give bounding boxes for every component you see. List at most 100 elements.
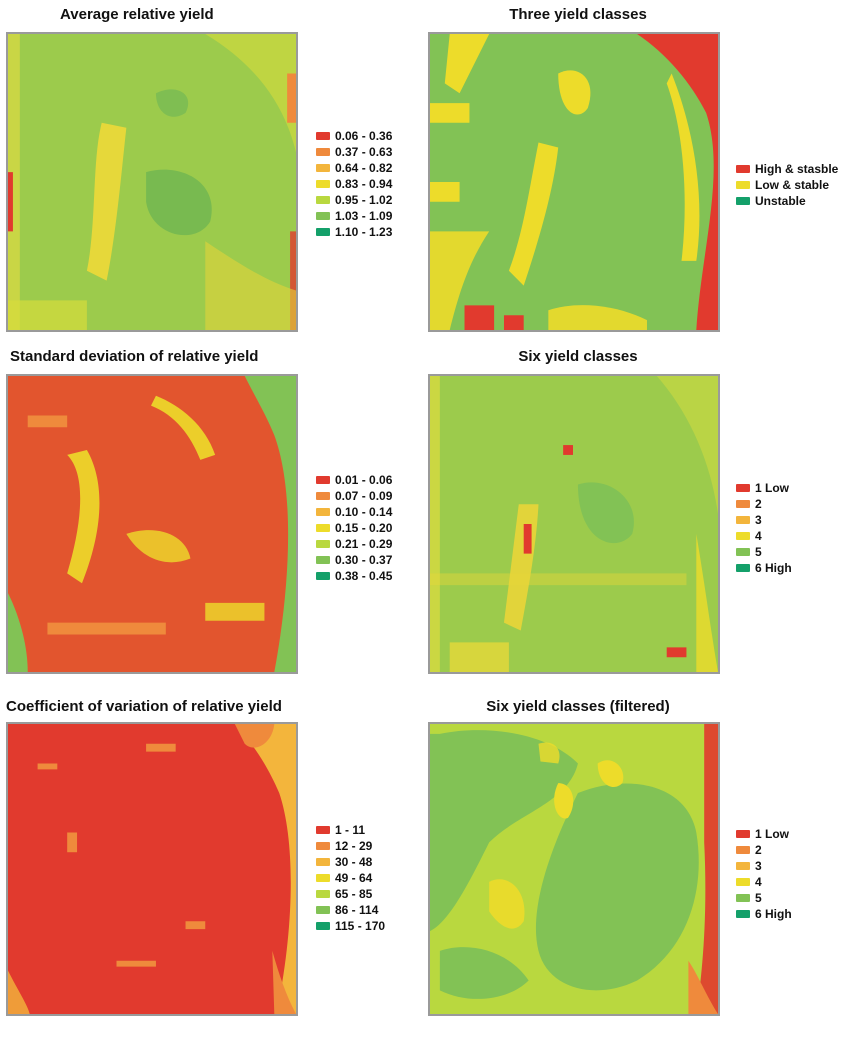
legend-label: 49 - 64: [335, 871, 373, 885]
legend-label: 1 Low: [755, 481, 790, 495]
legend-label: 0.10 - 0.14: [335, 505, 393, 519]
legend-item: 0.83 - 0.94: [316, 176, 392, 192]
legend-swatch: [736, 484, 750, 492]
legend-swatch: [316, 524, 330, 532]
legend-item: 0.30 - 0.37: [316, 552, 392, 568]
legend-label: 115 - 170: [335, 919, 386, 933]
legend-label: 1.10 - 1.23: [335, 225, 393, 239]
legend-label: 0.38 - 0.45: [335, 569, 393, 583]
panel-three-yield-classes: Three yield classes High & stasble Low &…: [428, 6, 848, 346]
legend-swatch: [736, 500, 750, 508]
legend-label: 0.37 - 0.63: [335, 145, 393, 159]
legend-label: 2: [755, 497, 762, 511]
legend-item: 5: [736, 544, 792, 560]
legend-item: 49 - 64: [316, 870, 385, 886]
legend-item: 0.01 - 0.06: [316, 472, 392, 488]
legend-swatch: [316, 540, 330, 548]
legend-item: 0.37 - 0.63: [316, 144, 392, 160]
legend-swatch: [316, 922, 330, 930]
legend-item: 6 High: [736, 560, 792, 576]
legend-label: 5: [755, 545, 762, 559]
legend-swatch: [316, 132, 330, 140]
legend-swatch: [736, 846, 750, 854]
legend-item: 0.38 - 0.45: [316, 568, 392, 584]
legend-label: 0.01 - 0.06: [335, 473, 393, 487]
legend-item: 0.64 - 0.82: [316, 160, 392, 176]
panel-title: Six yield classes (filtered): [486, 698, 670, 715]
legend-label: 12 - 29: [335, 839, 373, 853]
legend-label: 0.64 - 0.82: [335, 161, 393, 175]
legend-label: 86 - 114: [335, 903, 379, 917]
legend-swatch: [736, 894, 750, 902]
panel-title: Three yield classes: [509, 6, 647, 23]
legend-swatch: [736, 165, 750, 173]
legend-item: 5: [736, 890, 792, 906]
legend-label: 65 - 85: [335, 887, 373, 901]
legend: 1 - 11 12 - 29 30 - 48 49 - 64 65 - 85 8…: [316, 822, 385, 934]
legend-swatch: [736, 878, 750, 886]
yield-map-six-classes: [428, 374, 720, 674]
legend-swatch: [736, 181, 750, 189]
legend-swatch: [316, 180, 330, 188]
legend-swatch: [736, 862, 750, 870]
legend-label: 2: [755, 843, 762, 857]
legend-label: 4: [755, 875, 762, 889]
legend: 0.06 - 0.36 0.37 - 0.63 0.64 - 0.82 0.83…: [316, 128, 392, 240]
legend-item: 12 - 29: [316, 838, 385, 854]
panel-six-yield-classes-filtered: Six yield classes (filtered) 1 Low 2 3 4…: [428, 698, 848, 1038]
legend-item: 1.10 - 1.23: [316, 224, 392, 240]
legend-item: 65 - 85: [316, 886, 385, 902]
legend-swatch: [736, 564, 750, 572]
legend-swatch: [316, 508, 330, 516]
legend-item: 0.95 - 1.02: [316, 192, 392, 208]
panel-six-yield-classes: Six yield classes 1 Low 2 3 4 5 6 High: [428, 348, 848, 688]
panel-title: Six yield classes: [518, 348, 638, 365]
legend-item: 1 - 11: [316, 822, 385, 838]
legend-label: 3: [755, 859, 762, 873]
legend-item: Unstable: [736, 193, 838, 209]
legend-item: 3: [736, 858, 792, 874]
legend-swatch: [316, 228, 330, 236]
legend-label: Unstable: [755, 194, 806, 208]
panel-coefficient-of-variation: Coefficient of variation of relative yie…: [6, 698, 426, 1038]
legend-label: 30 - 48: [335, 855, 373, 869]
legend-item: High & stasble: [736, 161, 838, 177]
legend-swatch: [736, 548, 750, 556]
legend-label: 0.83 - 0.94: [335, 177, 393, 191]
legend-item: 0.21 - 0.29: [316, 536, 392, 552]
legend-swatch: [736, 830, 750, 838]
panel-title: Standard deviation of relative yield: [10, 348, 259, 365]
legend-item: 4: [736, 528, 792, 544]
legend-label: 0.15 - 0.20: [335, 521, 393, 535]
legend-label: 0.95 - 1.02: [335, 193, 393, 207]
legend-item: 86 - 114: [316, 902, 385, 918]
legend-swatch: [316, 874, 330, 882]
legend-item: 1.03 - 1.09: [316, 208, 392, 224]
panel-title: Average relative yield: [60, 6, 214, 23]
legend-item: 0.15 - 0.20: [316, 520, 392, 536]
panel-average-relative-yield: Average relative yield 0.06 - 0.36 0.37 …: [6, 6, 426, 346]
legend-swatch: [736, 532, 750, 540]
legend-label: 0.06 - 0.36: [335, 129, 393, 143]
legend-label: 6 High: [755, 907, 792, 921]
legend-item: 0.06 - 0.36: [316, 128, 392, 144]
legend-label: 0.21 - 0.29: [335, 537, 393, 551]
legend-swatch: [316, 196, 330, 204]
legend-item: 6 High: [736, 906, 792, 922]
legend-label: 6 High: [755, 561, 792, 575]
legend-swatch: [316, 492, 330, 500]
legend-label: Low & stable: [755, 178, 830, 192]
legend-label: 4: [755, 529, 762, 543]
legend: High & stasble Low & stable Unstable: [736, 161, 838, 209]
legend-swatch: [316, 906, 330, 914]
legend-item: 30 - 48: [316, 854, 385, 870]
legend: 0.01 - 0.06 0.07 - 0.09 0.10 - 0.14 0.15…: [316, 472, 392, 584]
legend-item: 2: [736, 842, 792, 858]
yield-map-average: [6, 32, 298, 332]
legend-item: 0.10 - 0.14: [316, 504, 392, 520]
panel-title: Coefficient of variation of relative yie…: [6, 698, 282, 715]
yield-map-three-classes: [428, 32, 720, 332]
yield-map-standard-deviation: [6, 374, 298, 674]
yield-map-coefficient-of-variation: [6, 722, 298, 1016]
legend-item: 115 - 170: [316, 918, 385, 934]
